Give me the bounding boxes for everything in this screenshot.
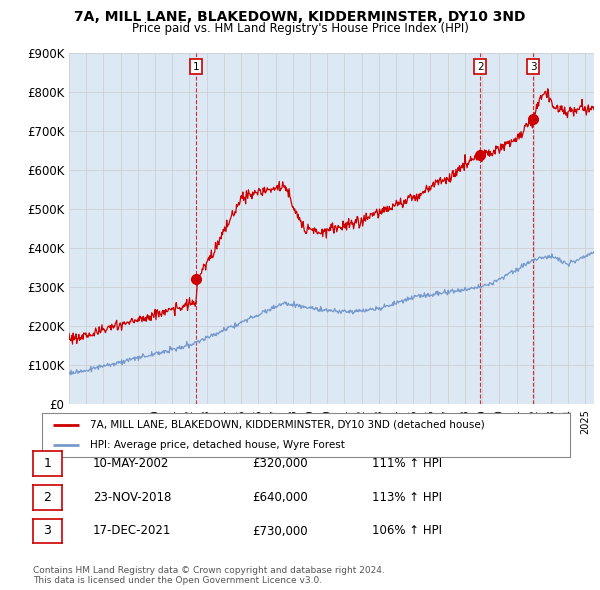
Text: 2: 2 [477,62,484,72]
Text: £320,000: £320,000 [252,457,308,470]
Text: HPI: Average price, detached house, Wyre Forest: HPI: Average price, detached house, Wyre… [89,440,344,450]
Text: 17-DEC-2021: 17-DEC-2021 [93,525,172,537]
Text: 23-NOV-2018: 23-NOV-2018 [93,491,172,504]
Text: 7A, MILL LANE, BLAKEDOWN, KIDDERMINSTER, DY10 3ND (detached house): 7A, MILL LANE, BLAKEDOWN, KIDDERMINSTER,… [89,420,484,430]
Text: 3: 3 [43,525,52,537]
Text: 106% ↑ HPI: 106% ↑ HPI [372,525,442,537]
Text: 113% ↑ HPI: 113% ↑ HPI [372,491,442,504]
Text: 7A, MILL LANE, BLAKEDOWN, KIDDERMINSTER, DY10 3ND: 7A, MILL LANE, BLAKEDOWN, KIDDERMINSTER,… [74,10,526,24]
Text: 3: 3 [530,62,536,72]
Text: 10-MAY-2002: 10-MAY-2002 [93,457,169,470]
Text: 2: 2 [43,491,52,504]
Text: £640,000: £640,000 [252,491,308,504]
Text: Contains HM Land Registry data © Crown copyright and database right 2024.
This d: Contains HM Land Registry data © Crown c… [33,566,385,585]
Text: Price paid vs. HM Land Registry's House Price Index (HPI): Price paid vs. HM Land Registry's House … [131,22,469,35]
Text: 1: 1 [193,62,199,72]
Text: 1: 1 [43,457,52,470]
Text: £730,000: £730,000 [252,525,308,537]
Text: 111% ↑ HPI: 111% ↑ HPI [372,457,442,470]
